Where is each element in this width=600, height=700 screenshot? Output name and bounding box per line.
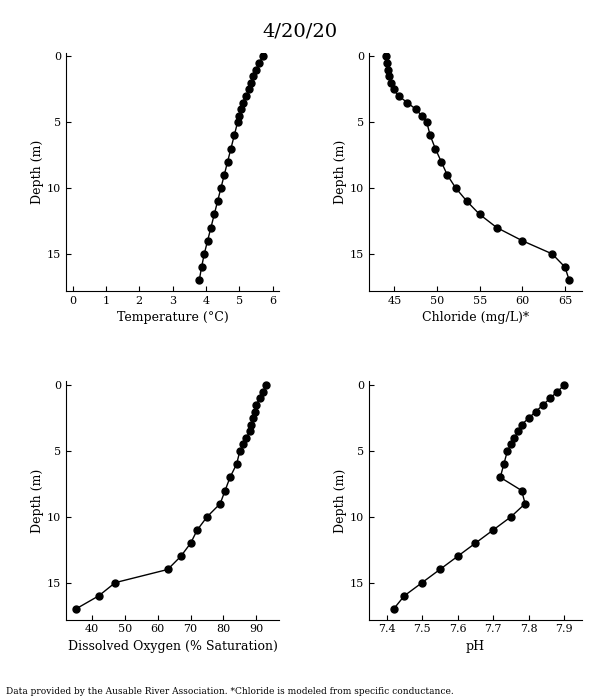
Y-axis label: Depth (m): Depth (m): [334, 139, 347, 204]
Text: Data provided by the Ausable River Association. *Chloride is modeled from specif: Data provided by the Ausable River Assoc…: [6, 687, 454, 696]
X-axis label: pH: pH: [466, 640, 485, 653]
Y-axis label: Depth (m): Depth (m): [31, 468, 44, 533]
X-axis label: Temperature (°C): Temperature (°C): [117, 312, 229, 324]
Text: 4/20/20: 4/20/20: [262, 22, 338, 41]
Y-axis label: Depth (m): Depth (m): [334, 468, 347, 533]
X-axis label: Dissolved Oxygen (% Saturation): Dissolved Oxygen (% Saturation): [68, 640, 278, 653]
Y-axis label: Depth (m): Depth (m): [31, 139, 44, 204]
X-axis label: Chloride (mg/L)*: Chloride (mg/L)*: [422, 312, 529, 324]
